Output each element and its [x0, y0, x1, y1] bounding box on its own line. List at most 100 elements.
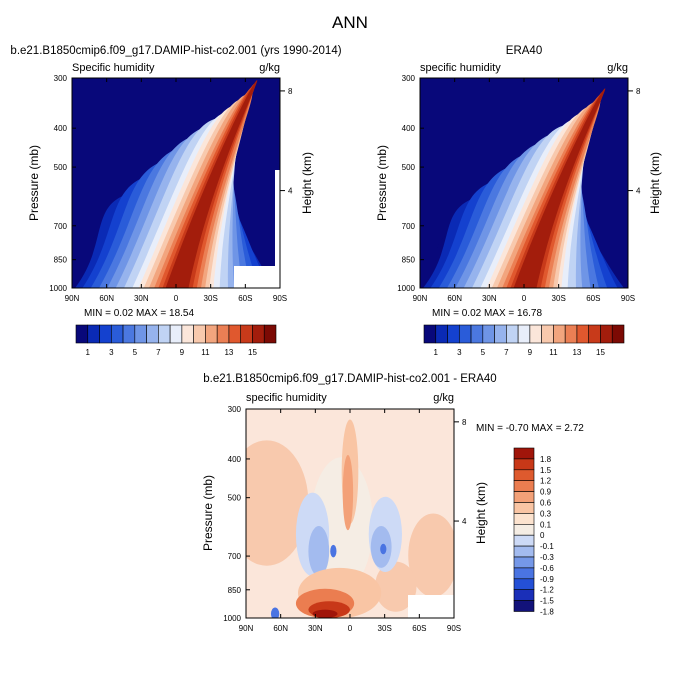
y2-tick-label: 4	[288, 187, 293, 196]
colorbar-box	[482, 324, 495, 344]
colorbar-box	[228, 324, 242, 344]
x-tick-label: 90S	[273, 294, 287, 303]
colorbar-box	[263, 324, 277, 344]
colorbar-label: 7	[504, 348, 509, 357]
panel-title: b.e21.B1850cmip6.f09_g17.DAMIP-hist-co2.…	[203, 373, 496, 385]
y-tick-label: 1000	[49, 284, 67, 293]
x-tick-label: 30S	[378, 624, 392, 633]
colorbar-label: -0.9	[540, 575, 554, 584]
y-tick-label: 700	[402, 222, 416, 231]
y2-tick-label: 8	[288, 87, 293, 96]
colorbar-box	[513, 534, 535, 547]
x-tick-label: 30S	[552, 294, 566, 303]
panel-title: ERA40	[506, 45, 542, 57]
x-tick-label: 60S	[412, 624, 426, 633]
panel-right-string: g/kg	[607, 62, 628, 74]
colorbar-label: -0.3	[540, 553, 554, 562]
colorbar-box	[75, 324, 89, 344]
missing-data-patch	[234, 266, 280, 288]
colorbar-box	[134, 324, 147, 344]
colorbar-box	[122, 324, 136, 344]
colorbar-box	[553, 324, 566, 344]
colorbar-label: -1.5	[540, 597, 554, 606]
colorbar-box	[513, 600, 535, 612]
colorbar-box	[513, 556, 535, 569]
y-tick-label: 500	[228, 494, 242, 503]
colorbar-box	[513, 447, 535, 460]
x-tick-label: 90N	[65, 294, 80, 303]
colorbar-box	[506, 324, 519, 344]
y-tick-label: 500	[402, 163, 416, 172]
colorbar-label: 5	[133, 348, 138, 357]
contour-band	[246, 440, 309, 566]
colorbar-box	[447, 324, 460, 344]
missing-data-patch	[408, 595, 454, 618]
contour-band	[165, 80, 258, 288]
contour-band	[408, 513, 454, 598]
colorbar-box	[205, 324, 218, 344]
contour-field	[246, 409, 454, 618]
contour-band	[380, 543, 387, 555]
colorbar-box	[600, 324, 613, 344]
colorbar-label: 1.8	[540, 455, 552, 464]
colorbar-box	[564, 324, 578, 344]
colorbar-label: 0.6	[540, 499, 552, 508]
colorbar-box	[87, 324, 100, 344]
colorbar-box	[435, 324, 448, 344]
contour-field	[420, 78, 628, 288]
colorbar-label: 7	[156, 348, 161, 357]
colorbar-box	[513, 545, 535, 558]
y2-axis-label: Height (km)	[300, 152, 314, 214]
panel-diff: b.e21.B1850cmip6.f09_g17.DAMIP-hist-co2.…	[201, 373, 584, 619]
colorbar-label: 0.9	[540, 488, 552, 497]
y2-tick-label: 8	[636, 87, 641, 96]
colorbar-box	[513, 502, 535, 514]
colorbar-box	[158, 324, 171, 344]
colorbar-box	[216, 324, 230, 344]
contour-bands	[246, 409, 454, 618]
colorbar-box	[513, 469, 535, 481]
colorbar-box	[240, 324, 253, 344]
x-tick-label: 90N	[413, 294, 428, 303]
x-tick-label: 30S	[204, 294, 218, 303]
contour-band	[270, 607, 280, 618]
y-tick-label: 1000	[223, 614, 241, 623]
colorbar-label: 13	[572, 348, 581, 357]
colorbar-label: 0	[540, 531, 545, 540]
missing-data-strip	[275, 170, 280, 266]
panel-title: b.e21.B1850cmip6.f09_g17.DAMIP-hist-co2.…	[10, 45, 341, 57]
panel-left-string: specific humidity	[246, 392, 327, 404]
colorbar-box	[458, 324, 472, 344]
y-tick-label: 850	[54, 256, 68, 265]
colorbar-box	[169, 324, 183, 344]
x-tick-label: 90S	[447, 624, 461, 633]
y2-tick-label: 8	[462, 418, 467, 427]
colorbar-box	[110, 324, 124, 344]
contour-bands	[72, 78, 280, 288]
y-axis-label: Pressure (mb)	[375, 145, 389, 221]
x-tick-label: 30N	[308, 624, 323, 633]
y-axis-label: Pressure (mb)	[201, 475, 215, 551]
colorbar-label: 11	[549, 348, 558, 357]
y-axis-label: Pressure (mb)	[27, 145, 41, 221]
y-tick-label: 300	[54, 74, 68, 83]
colorbar-box	[529, 324, 542, 344]
y-tick-label: 300	[402, 74, 416, 83]
panel-left-string: specific humidity	[420, 62, 501, 74]
y-tick-label: 500	[54, 163, 68, 172]
x-tick-label: 60S	[586, 294, 600, 303]
contour-bands	[420, 78, 628, 288]
x-tick-label: 60S	[238, 294, 252, 303]
colorbar-box	[541, 324, 554, 344]
y-tick-label: 400	[54, 124, 68, 133]
colorbar-label: 9	[180, 348, 185, 357]
colorbar-box	[513, 523, 535, 536]
y2-axis-label: Height (km)	[648, 152, 662, 214]
y-tick-label: 700	[228, 552, 242, 561]
colorbar-box	[513, 480, 535, 492]
colorbar-box	[611, 324, 625, 344]
colorbar-box	[576, 324, 590, 344]
colorbar-box	[494, 324, 507, 344]
colorbar-label: 15	[596, 348, 605, 357]
